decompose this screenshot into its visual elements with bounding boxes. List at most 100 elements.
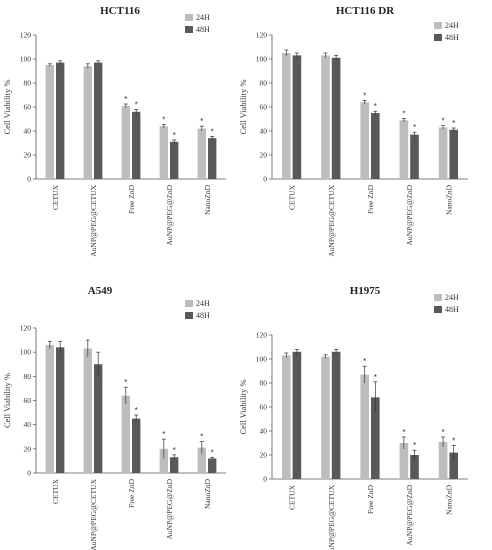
significance-marker: * [374,373,377,382]
bar-48H-Free ZnD [371,113,380,179]
bar-24H-Free ZnD [360,102,369,179]
significance-marker: * [162,430,165,439]
bar-48H-AuNP@PEG@ZnD [170,457,179,473]
bar-24H-AuNP@PEG@CETUX [83,348,92,473]
bar-48H-Free ZnD [132,111,141,179]
significance-marker: * [363,91,366,100]
bar-48H-AuNP@PEG@ZnD [410,134,419,179]
y-tick-label: 60 [24,103,32,112]
legend-label: 48H [445,33,459,42]
legend-label: 48H [196,25,210,34]
category-label: Free ZnD [366,484,375,514]
significance-marker: * [374,102,377,111]
significance-marker: * [452,119,455,128]
bar-48H-NanoZnD [208,458,217,473]
bar-48H-AuNP@PEG@CETUX [331,57,341,179]
legend-label: 24H [445,21,459,30]
legend-label: 24H [196,299,210,308]
bar-48H-CETUX [56,62,65,179]
bar-24H-CETUX [45,344,54,473]
y-tick-label: 0 [263,475,267,484]
chart-title: H1975 [350,285,381,297]
category-label: CETUX [51,184,60,210]
category-label: Free ZnD [127,184,136,214]
bar-24H-NanoZnD [438,127,448,179]
bar-24H-AuNP@PEG@ZnD [159,448,168,473]
chart-panel-1: HCT116 DR Cell Viability % 0 20 40 60 80 100 120… [238,5,468,257]
y-tick-label: 20 [24,151,32,160]
category-label: AuNP@PEG@ZnD [405,184,414,245]
bar-48H-AuNP@PEG@CETUX [331,351,341,479]
legend-label: 24H [445,293,459,302]
y-tick-label: 120 [256,31,268,40]
significance-marker: * [363,357,366,366]
significance-marker: * [135,406,138,415]
significance-marker: * [173,446,176,455]
y-tick-label: 0 [27,469,31,478]
y-tick-label: 40 [260,427,268,436]
category-label: AuNP@PEG@ZnD [165,478,174,539]
bar-24H-AuNP@PEG@ZnD [159,126,168,179]
category-label: Free ZnD [127,478,136,508]
bar-48H-CETUX [292,351,302,479]
significance-marker: * [135,100,138,109]
y-axis-label: Cell Viability % [238,79,248,134]
legend-swatch-48H [185,312,193,319]
bar-24H-AuNP@PEG@ZnD [399,120,409,179]
legend-swatch-24H [185,14,193,21]
bar-24H-Free ZnD [121,395,130,473]
y-tick-label: 120 [20,324,32,333]
y-tick-label: 0 [263,175,267,184]
y-tick-label: 40 [260,127,268,136]
bar-24H-CETUX [45,65,54,179]
category-label: CETUX [288,184,297,210]
bar-24H-CETUX [281,355,291,479]
legend-swatch-24H [185,300,193,307]
bar-48H-Free ZnD [371,397,380,479]
y-tick-label: 100 [20,348,32,357]
bar-48H-NanoZnD [449,452,459,479]
bar-24H-AuNP@PEG@CETUX [83,66,92,179]
category-label: AuNP@PEG@CETUX [89,184,98,256]
significance-marker: * [442,117,445,126]
y-tick-label: 80 [24,79,32,88]
y-tick-label: 100 [256,55,268,64]
y-tick-label: 80 [260,79,268,88]
category-label: AuNP@PEG@CETUX [327,184,336,256]
bar-24H-NanoZnD [438,441,448,479]
y-axis-label: Cell Viability % [2,79,12,134]
category-label: NanoZnD [203,478,212,509]
chart-title: HCT116 [100,5,140,17]
significance-marker: * [200,117,203,126]
significance-marker: * [211,127,214,136]
significance-marker: * [413,123,416,132]
significance-marker: * [452,436,455,445]
y-tick-label: 80 [260,379,268,388]
category-label: NanoZnD [444,484,453,515]
chart-panel-2: A549 Cell Viability % 0 20 40 60 80 100 120 CETUX… [2,285,226,550]
bar-48H-CETUX [56,347,65,473]
y-tick-label: 80 [24,372,32,381]
y-tick-label: 100 [20,55,32,64]
bar-48H-NanoZnD [208,138,217,179]
y-tick-label: 120 [20,31,32,40]
significance-marker: * [124,378,127,387]
bar-24H-NanoZnD [197,447,206,473]
y-tick-label: 60 [260,103,268,112]
significance-marker: * [402,109,405,118]
significance-marker: * [413,441,416,450]
legend-label: 24H [196,13,210,22]
category-label: AuNP@PEG@ZnD [165,184,174,245]
bar-24H-AuNP@PEG@ZnD [399,443,409,479]
bar-24H-Free ZnD [360,374,369,479]
bar-48H-CETUX [292,55,302,179]
legend-swatch-24H [434,294,442,301]
bar-24H-AuNP@PEG@CETUX [321,55,330,179]
y-tick-label: 100 [256,355,268,364]
y-axis-label: Cell Viability % [238,379,248,434]
y-tick-label: 60 [24,396,32,405]
chart-title: A549 [88,285,113,297]
chart-title: HCT116 DR [336,5,395,17]
bar-48H-Free ZnD [132,418,141,473]
